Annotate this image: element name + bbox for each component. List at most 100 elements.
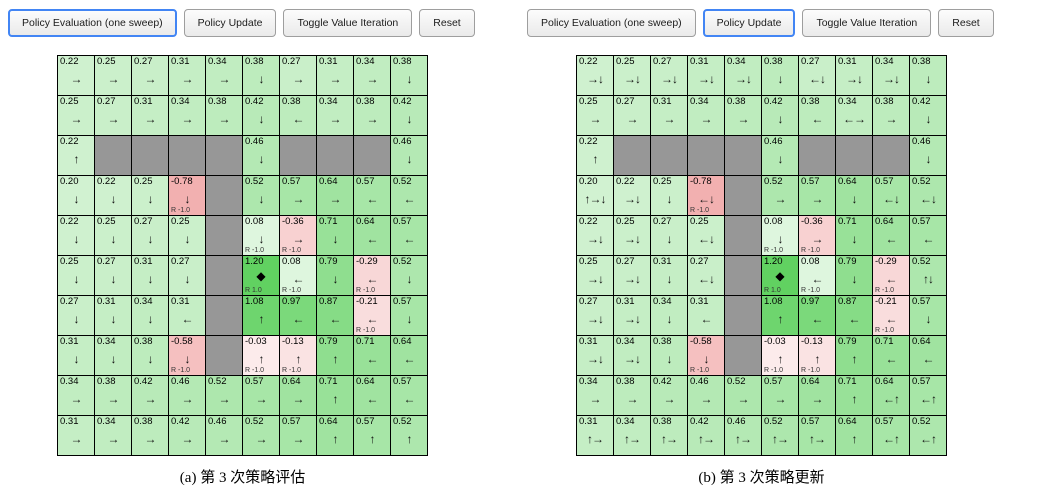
- grid-cell[interactable]: 0.71 ↓: [317, 216, 354, 256]
- grid-cell[interactable]: 0.31 →↓: [688, 56, 725, 96]
- policy-update-button[interactable]: Policy Update: [702, 9, 796, 37]
- grid-cell[interactable]: 0.57 →: [799, 176, 836, 216]
- grid-cell[interactable]: 0.64 ←: [391, 336, 428, 376]
- grid-cell[interactable]: 0.46 ↓: [391, 136, 428, 176]
- grid-cell[interactable]: 0.31 →: [651, 96, 688, 136]
- grid-cell[interactable]: 0.31 →: [58, 416, 95, 456]
- grid-cell[interactable]: 0.38 ↓: [391, 56, 428, 96]
- grid-cell[interactable]: 0.38 ↓: [132, 336, 169, 376]
- grid-cell[interactable]: 0.46 →: [688, 376, 725, 416]
- grid-cell[interactable]: 0.52 →: [243, 416, 280, 456]
- grid-cell[interactable]: 0.64 ←: [354, 216, 391, 256]
- grid-cell[interactable]: 0.31 ↓: [58, 336, 95, 376]
- grid-cell[interactable]: 0.64 ←↑: [873, 376, 910, 416]
- grid-cell[interactable]: 0.27 ↓: [95, 256, 132, 296]
- grid-cell[interactable]: 0.27 →↓: [614, 256, 651, 296]
- grid-cell[interactable]: 0.27 →: [280, 56, 317, 96]
- grid-cell[interactable]: 0.42 →: [651, 376, 688, 416]
- grid-cell[interactable]: 0.25 →↓: [614, 216, 651, 256]
- grid-cell[interactable]: 0.57 ←↑: [910, 376, 947, 416]
- grid-cell[interactable]: 0.31 →↓: [614, 296, 651, 336]
- grid-cell[interactable]: 0.34 →: [354, 56, 391, 96]
- grid-cell[interactable]: 0.31 ↑→: [577, 416, 614, 456]
- grid-cell[interactable]: 0.42 ↓: [762, 96, 799, 136]
- wall-cell[interactable]: [836, 136, 873, 176]
- wall-cell[interactable]: [354, 136, 391, 176]
- grid-cell[interactable]: 0.64 ↓: [836, 176, 873, 216]
- grid-cell[interactable]: -0.03 ↑ R -1.0: [243, 336, 280, 376]
- grid-cell[interactable]: 0.42 →: [132, 376, 169, 416]
- wall-cell[interactable]: [206, 136, 243, 176]
- wall-cell[interactable]: [725, 176, 762, 216]
- grid-cell[interactable]: 1.08 ↑: [762, 296, 799, 336]
- grid-cell[interactable]: 0.52 ↓: [243, 176, 280, 216]
- wall-cell[interactable]: [725, 296, 762, 336]
- grid-cell[interactable]: 0.27 ↓: [651, 216, 688, 256]
- grid-cell[interactable]: -0.58 ↓ R -1.0: [688, 336, 725, 376]
- grid-cell[interactable]: 0.57 →: [280, 416, 317, 456]
- grid-cell[interactable]: 0.38 →: [206, 96, 243, 136]
- grid-cell[interactable]: 0.34 ↓: [132, 296, 169, 336]
- grid-cell[interactable]: 0.34 →↓: [614, 336, 651, 376]
- grid-cell[interactable]: 0.57 →: [280, 176, 317, 216]
- grid-cell[interactable]: 0.57 ←↓: [873, 176, 910, 216]
- wall-cell[interactable]: [873, 136, 910, 176]
- grid-cell[interactable]: 0.57 ←: [391, 216, 428, 256]
- grid-cell[interactable]: 0.38 ↓: [243, 56, 280, 96]
- grid-cell[interactable]: 0.25 →↓: [614, 56, 651, 96]
- grid-cell[interactable]: 0.42 ↓: [391, 96, 428, 136]
- grid-cell[interactable]: 0.25 ↓: [95, 216, 132, 256]
- grid-cell[interactable]: 0.71 ←: [354, 336, 391, 376]
- toggle-value-iteration-button[interactable]: Toggle Value Iteration: [283, 9, 413, 37]
- grid-cell[interactable]: 0.38 →: [354, 96, 391, 136]
- grid-cell[interactable]: 0.46 ↓: [243, 136, 280, 176]
- grid-cell[interactable]: 0.22 ↓: [58, 216, 95, 256]
- wall-cell[interactable]: [725, 136, 762, 176]
- grid-cell[interactable]: 0.64 →: [280, 376, 317, 416]
- grid-cell[interactable]: 0.52 →: [206, 376, 243, 416]
- grid-cell[interactable]: 0.38 →: [725, 96, 762, 136]
- grid-cell[interactable]: 0.57 ↑→: [799, 416, 836, 456]
- grid-cell[interactable]: 0.27 →: [95, 96, 132, 136]
- grid-cell[interactable]: 0.27 ↓: [58, 296, 95, 336]
- wall-cell[interactable]: [206, 176, 243, 216]
- wall-cell[interactable]: [725, 256, 762, 296]
- wall-cell[interactable]: [206, 296, 243, 336]
- grid-cell[interactable]: 0.79 ↓: [836, 256, 873, 296]
- grid-cell[interactable]: 0.38 ↓: [651, 336, 688, 376]
- grid-cell[interactable]: 0.87 ←: [317, 296, 354, 336]
- grid-cell[interactable]: 0.97 ←: [280, 296, 317, 336]
- grid-cell[interactable]: 0.64 →: [799, 376, 836, 416]
- grid-cell[interactable]: 0.57 ←↑: [873, 416, 910, 456]
- grid-cell[interactable]: 0.38 →: [95, 376, 132, 416]
- grid-cell[interactable]: 0.34 ←→: [836, 96, 873, 136]
- wall-cell[interactable]: [799, 136, 836, 176]
- grid-cell[interactable]: 0.25 ↓: [58, 256, 95, 296]
- grid-cell[interactable]: 0.31 ↓: [95, 296, 132, 336]
- grid-cell[interactable]: 0.27 →↓: [651, 56, 688, 96]
- grid-cell[interactable]: 0.52 →: [762, 176, 799, 216]
- grid-cell[interactable]: 0.64 ↑: [317, 416, 354, 456]
- toggle-value-iteration-button[interactable]: Toggle Value Iteration: [802, 9, 932, 37]
- grid-cell[interactable]: 0.46 →: [169, 376, 206, 416]
- grid-cell[interactable]: 0.27 →↓: [577, 296, 614, 336]
- grid-cell[interactable]: 0.38 →: [873, 96, 910, 136]
- grid-cell[interactable]: 0.31 ↓: [651, 256, 688, 296]
- grid-cell[interactable]: 0.27 ↓: [169, 256, 206, 296]
- grid-cell[interactable]: 0.52 ←↑: [910, 416, 947, 456]
- grid-cell[interactable]: 0.22 ↑: [577, 136, 614, 176]
- grid-cell[interactable]: 0.34 →↓: [725, 56, 762, 96]
- grid-cell[interactable]: -0.29 ← R -1.0: [354, 256, 391, 296]
- grid-cell[interactable]: -0.36 → R -1.0: [799, 216, 836, 256]
- wall-cell[interactable]: [95, 136, 132, 176]
- grid-cell[interactable]: 0.34 →: [206, 56, 243, 96]
- grid-cell[interactable]: 0.57 ↓: [391, 296, 428, 336]
- grid-cell[interactable]: 0.38 ↓: [910, 56, 947, 96]
- grid-cell[interactable]: 0.87 ←: [836, 296, 873, 336]
- grid-cell[interactable]: 0.46 ↓: [762, 136, 799, 176]
- grid-cell[interactable]: 0.57 ←: [354, 176, 391, 216]
- grid-cell[interactable]: 0.20 ↑→↓: [577, 176, 614, 216]
- reset-button[interactable]: Reset: [419, 9, 475, 37]
- grid-cell[interactable]: 0.22 ↓: [95, 176, 132, 216]
- grid-cell[interactable]: 0.27 ↓: [132, 216, 169, 256]
